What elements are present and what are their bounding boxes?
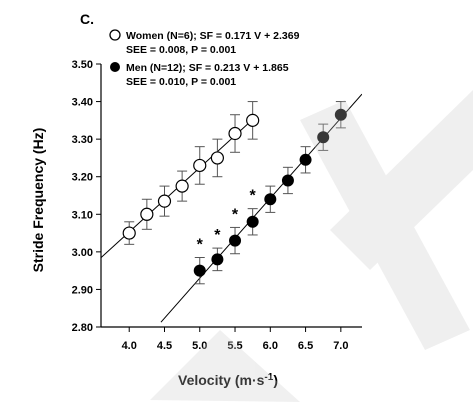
men-point — [193, 264, 206, 277]
women-point — [246, 113, 260, 127]
legend-women-marker — [109, 29, 121, 41]
y-tick-label: 2.90 — [72, 284, 93, 296]
y-tick-label: 3.50 — [72, 59, 93, 71]
y-tick-label: 3.40 — [72, 97, 93, 109]
x-tick-label: 6.0 — [263, 340, 278, 352]
y-tick-label: 3.30 — [72, 134, 93, 146]
x-axis-label-close: ) — [273, 372, 278, 388]
significance-asterisk: * — [197, 236, 204, 253]
x-tick-label: 5.5 — [227, 340, 242, 352]
y-tick-label: 3.10 — [72, 209, 93, 221]
x-tick-label: 7.0 — [333, 340, 348, 352]
women-point — [157, 194, 172, 208]
plot-layer: * * * * — [101, 93, 362, 323]
x-axis-label-base: Velocity (m — [178, 372, 252, 388]
women-point — [193, 158, 207, 173]
x-axis-label-exponent: -1 — [264, 372, 273, 383]
women-point — [122, 226, 136, 240]
x-tick-label: 4.0 — [122, 340, 137, 352]
men-point — [317, 131, 330, 144]
x-axis-label-dot: · — [252, 372, 257, 388]
panel-label: C. — [80, 11, 94, 27]
legend-men-marker — [110, 62, 120, 72]
significance-asterisk: * — [232, 206, 239, 223]
legend-men-line2: SEE = 0.010, P = 0.001 — [126, 76, 236, 88]
x-tick-label: 6.5 — [298, 340, 313, 352]
legend-women-line2: SEE = 0.008, P = 0.001 — [126, 44, 236, 56]
legend: Women (N=6); SF = 0.171 V + 2.369 SEE = … — [109, 29, 300, 88]
y-tick-label: 2.80 — [72, 322, 93, 334]
legend-men-line1: Men (N=12); SF = 0.213 V + 1.865 — [126, 62, 289, 74]
women-point — [228, 126, 242, 141]
men-point — [299, 153, 312, 166]
men-point — [334, 108, 347, 121]
x-tick-label: 5.0 — [192, 340, 207, 352]
significance-asterisk: * — [250, 188, 257, 205]
significance-asterisk: * — [214, 227, 221, 244]
men-point — [246, 215, 259, 228]
women-point — [210, 151, 224, 165]
x-tick-label: 4.5 — [157, 340, 172, 352]
men-fit-line — [160, 93, 362, 323]
axes-layer: 2.80 2.90 3.00 3.10 3.20 3.30 3.40 3.50 4.0 4.5 5.… — [72, 59, 362, 352]
y-axis-label: Stride Frequency (Hz) — [30, 128, 46, 273]
x-axis-label-s: s — [257, 372, 265, 388]
men-point — [229, 234, 242, 247]
men-point — [211, 253, 224, 266]
women-point — [140, 207, 154, 221]
men-point — [281, 174, 294, 187]
men-point — [264, 193, 277, 206]
legend-women-line1: Women (N=6); SF = 0.171 V + 2.369 — [126, 30, 300, 42]
women-point — [175, 179, 189, 193]
y-tick-label: 3.00 — [72, 247, 93, 259]
x-axis-label: Velocity (m·s-1) — [178, 372, 278, 388]
y-tick-label: 3.20 — [72, 172, 93, 184]
